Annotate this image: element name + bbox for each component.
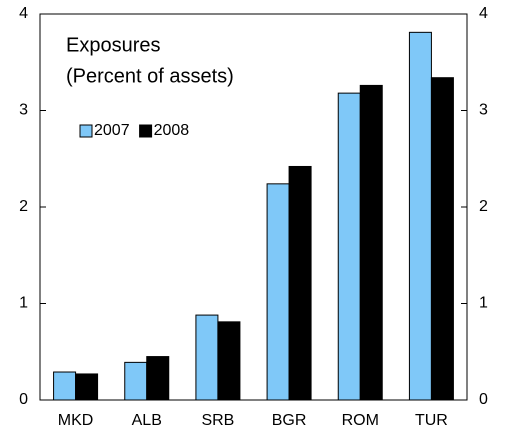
legend-swatch <box>79 124 93 138</box>
y2-tick-label: 4 <box>479 5 488 22</box>
legend-label: 2007 <box>94 122 130 139</box>
legend-swatch <box>139 124 153 138</box>
bar <box>217 321 241 401</box>
bar <box>430 77 454 401</box>
bar <box>337 92 361 401</box>
y2-tick-label: 2 <box>479 198 488 215</box>
y2-tick-label: 0 <box>479 391 488 408</box>
y2-tick-label: 3 <box>479 102 488 119</box>
y-tick-label: 2 <box>19 198 28 215</box>
bar <box>124 361 148 401</box>
chart-subtitle: (Percent of assets) <box>66 65 234 87</box>
bar <box>195 314 219 401</box>
bar <box>53 371 77 401</box>
y-tick-label: 3 <box>19 102 28 119</box>
x-tick-label: BGR <box>272 412 307 429</box>
y-tick-label: 4 <box>19 5 28 22</box>
bar <box>359 84 383 401</box>
bar <box>266 183 290 401</box>
x-tick-label: ALB <box>132 412 162 429</box>
bar <box>288 165 312 401</box>
bar <box>75 373 99 401</box>
x-tick-label: MKD <box>58 412 94 429</box>
legend-label: 2008 <box>154 122 190 139</box>
y2-tick-label: 1 <box>479 295 488 312</box>
y-tick-label: 0 <box>19 391 28 408</box>
x-tick-label: TUR <box>415 412 448 429</box>
bar <box>408 31 432 401</box>
bar <box>146 356 170 401</box>
x-tick-label: SRB <box>201 412 234 429</box>
chart-title: Exposures <box>66 34 161 56</box>
y-tick-label: 1 <box>19 295 28 312</box>
x-tick-label: ROM <box>342 412 379 429</box>
